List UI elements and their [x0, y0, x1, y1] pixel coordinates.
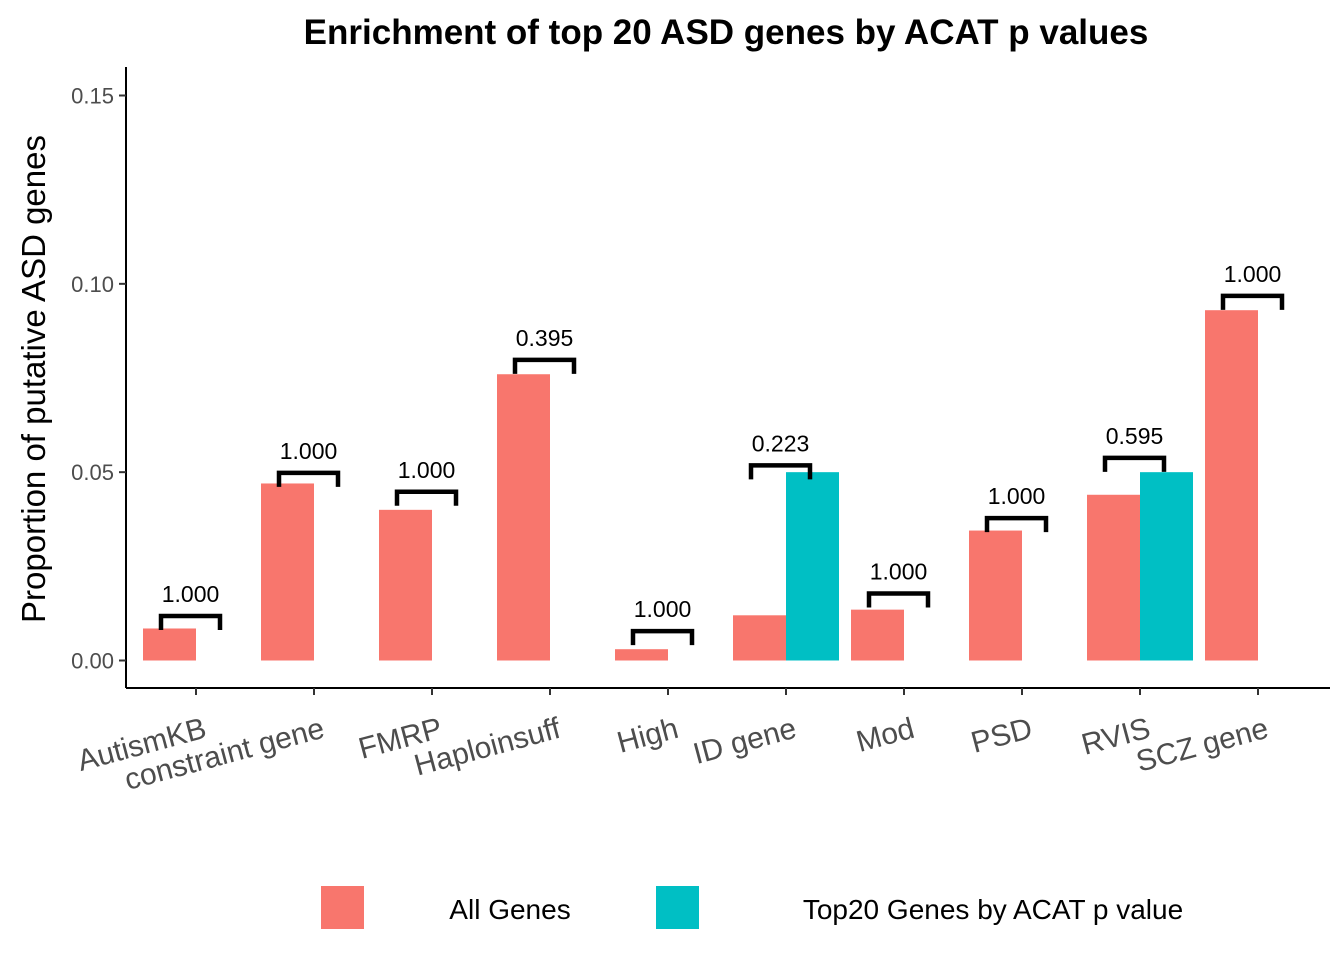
p-value-label: 1.000 — [398, 457, 456, 483]
p-value-bracket — [866, 591, 931, 608]
p-value-label: 1.000 — [1224, 261, 1282, 287]
p-value-label: 0.223 — [752, 430, 810, 456]
p-value-label: 1.000 — [162, 581, 220, 607]
legend-swatch-top20 — [656, 886, 699, 929]
legend-swatch-all-genes — [321, 886, 364, 929]
p-value-bracket — [748, 463, 813, 480]
bar-top20-id-gene — [786, 472, 839, 661]
p-value-label: 1.000 — [988, 483, 1046, 509]
p-value-label: 0.395 — [516, 325, 574, 351]
y-tick-label: 0.15 — [71, 84, 114, 109]
p-value-label: 1.000 — [870, 558, 928, 584]
chart-title: Enrichment of top 20 ASD genes by ACAT p… — [304, 13, 1149, 52]
y-tick-label: 0.00 — [71, 649, 114, 674]
y-axis-label: Proportion of putative ASD genes — [15, 135, 52, 623]
x-tick-label: SCZ gene — [1133, 712, 1272, 779]
x-tick-label: ID gene — [690, 712, 800, 771]
x-tick-label: Mod — [853, 712, 918, 759]
p-value-bracket — [630, 628, 695, 646]
bar-all-genes-scz-gene — [1205, 310, 1258, 661]
y-tick-label: 0.05 — [71, 460, 114, 485]
y-tick-label: 0.10 — [71, 272, 114, 297]
p-value-label: 1.000 — [634, 596, 692, 622]
bar-all-genes-rvis — [1087, 494, 1140, 661]
p-value-label: 0.595 — [1106, 423, 1164, 449]
x-tick-label: High — [614, 712, 682, 760]
bar-all-genes-mod — [851, 609, 904, 661]
legend-label-all-genes: All Genes — [449, 894, 570, 925]
bar-all-genes-high — [615, 649, 668, 661]
p-value-bracket — [158, 613, 223, 631]
bar-all-genes-constraint-gene — [261, 483, 314, 661]
p-value-label: 1.000 — [280, 438, 338, 464]
bar-all-genes-autismkb — [143, 628, 196, 661]
legend: All Genes Top20 Genes by ACAT p value — [321, 886, 1183, 929]
p-value-bracket — [394, 489, 459, 506]
legend-label-top20: Top20 Genes by ACAT p value — [803, 894, 1183, 925]
bar-all-genes-haploinsuff — [497, 374, 550, 661]
bar-all-genes-fmrp — [379, 509, 432, 661]
bar-all-genes-id-gene — [733, 615, 786, 661]
p-value-bracket — [984, 515, 1049, 533]
x-tick-label: PSD — [968, 712, 1036, 760]
bar-all-genes-psd — [969, 530, 1022, 661]
p-value-bracket — [276, 470, 341, 487]
p-value-bracket — [512, 357, 577, 374]
brackets-group: 1.000 1.000 1.000 0.395 1.000 0.223 1.000 1.000… — [158, 261, 1285, 646]
p-value-bracket — [1220, 293, 1285, 310]
p-value-bracket — [1102, 455, 1167, 472]
bar-top20-rvis — [1140, 472, 1193, 661]
bars-group — [143, 310, 1258, 661]
